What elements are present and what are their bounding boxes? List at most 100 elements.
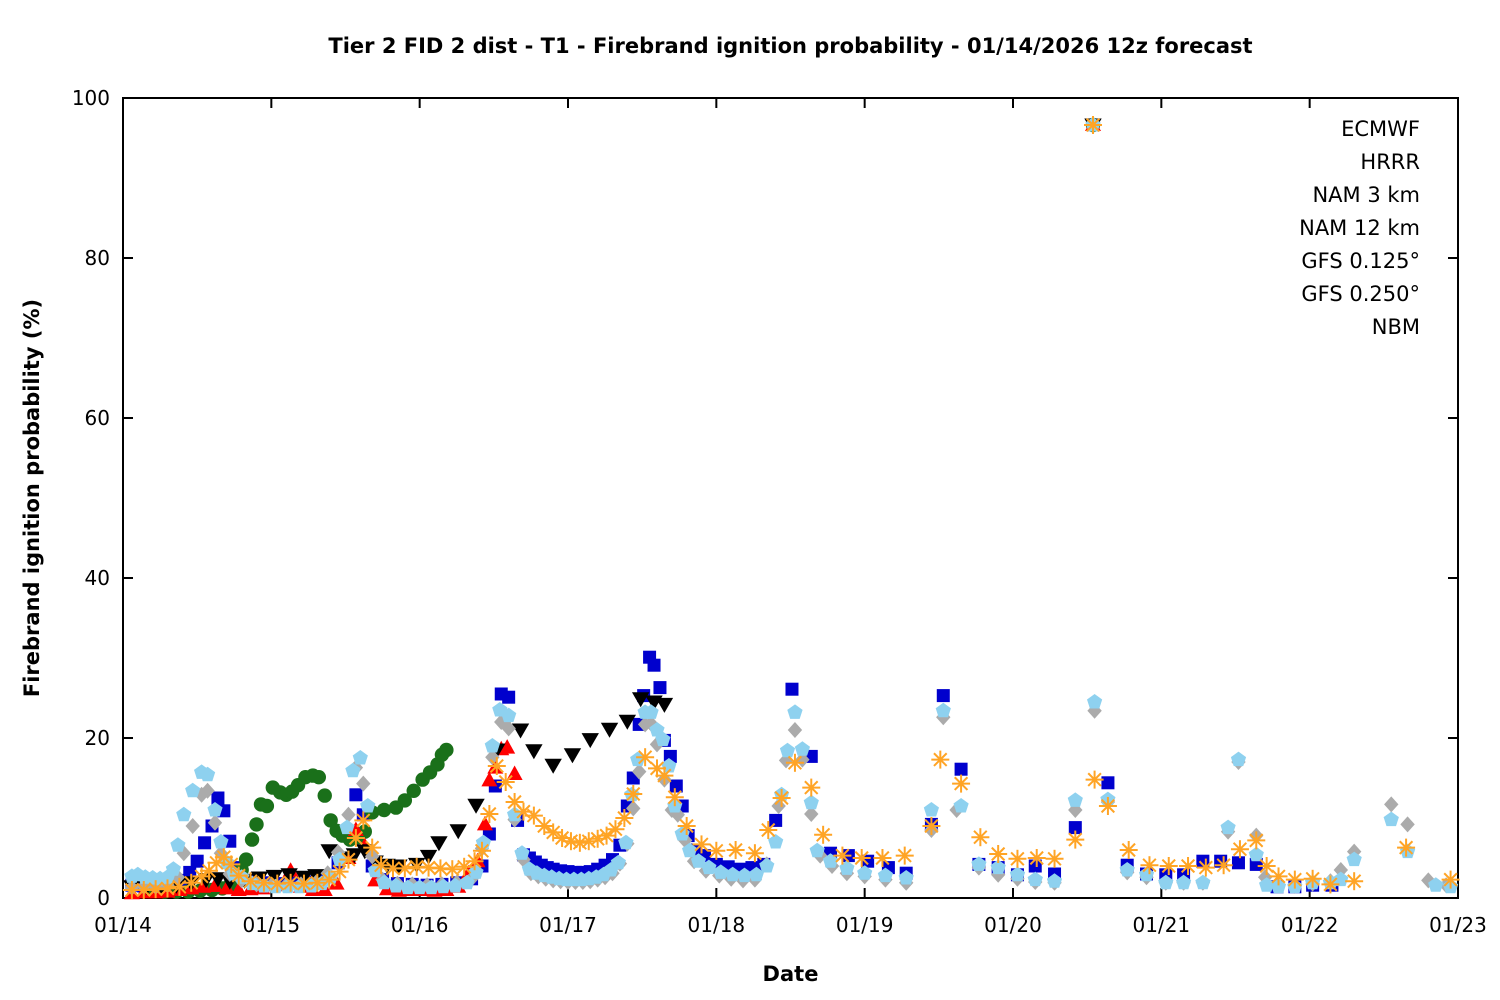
data-point — [778, 752, 794, 769]
data-point — [348, 830, 363, 846]
data-point — [1119, 862, 1135, 877]
data-point — [1009, 866, 1026, 882]
data-point — [476, 815, 493, 831]
y-tick-label: 100 — [72, 86, 110, 110]
data-point — [1010, 851, 1025, 866]
y-tick-label: 40 — [85, 566, 110, 590]
data-point — [747, 846, 762, 861]
data-point — [283, 875, 298, 890]
legend-label: GFS 0.250° — [1301, 281, 1420, 306]
data-point — [352, 750, 368, 765]
data-point — [1029, 850, 1044, 866]
data-point — [769, 813, 783, 827]
data-point — [694, 837, 709, 852]
data-point — [349, 788, 363, 802]
plot-border — [122, 97, 1459, 899]
data-point — [199, 766, 216, 782]
legend-label: HRRR — [1360, 149, 1420, 174]
data-point — [198, 836, 212, 850]
data-point — [1428, 877, 1444, 892]
data-point — [713, 864, 729, 879]
data-point — [356, 813, 371, 828]
data-point — [224, 857, 239, 872]
data-point — [194, 786, 209, 803]
data-point — [1158, 874, 1174, 890]
data-point — [1231, 856, 1245, 870]
data-point — [185, 818, 200, 834]
legend-label: ECMWF — [1341, 116, 1420, 141]
data-point — [875, 850, 890, 866]
y-axis-label: Firebrand ignition probability (%) — [20, 298, 44, 698]
data-point — [1087, 772, 1102, 787]
data-point — [1287, 872, 1302, 887]
data-point — [936, 689, 950, 703]
data-point — [1259, 877, 1275, 892]
data-point — [244, 832, 260, 847]
data-point — [1248, 846, 1264, 862]
legend-entry-hrrr: HRRR — [1060, 117, 1420, 178]
data-point — [412, 879, 428, 895]
data-point — [1346, 851, 1362, 867]
data-point — [406, 783, 421, 798]
data-point — [1046, 873, 1063, 888]
data-point — [877, 867, 893, 883]
data-point — [643, 704, 659, 719]
data-point — [457, 859, 472, 874]
data-point — [526, 808, 541, 823]
data-point — [439, 742, 454, 758]
x-tick-label: 01/16 — [391, 913, 449, 937]
legend-entry-nbm: NBM — [1060, 116, 1420, 343]
data-point — [525, 744, 543, 760]
data-point — [511, 723, 530, 739]
data-point — [787, 704, 803, 719]
data-point — [971, 856, 987, 871]
data-point — [356, 775, 371, 792]
data-point — [649, 722, 665, 737]
data-point — [804, 806, 819, 822]
data-point — [748, 866, 764, 882]
data-point — [822, 853, 839, 868]
data-point — [809, 842, 825, 858]
y-tick-label: 60 — [85, 406, 110, 430]
data-point — [1249, 833, 1264, 848]
data-point — [332, 864, 347, 879]
data-point — [670, 806, 685, 823]
data-point — [725, 866, 741, 882]
data-point — [736, 867, 753, 883]
data-point — [502, 690, 516, 704]
data-point — [669, 779, 683, 793]
data-point — [270, 876, 285, 891]
data-point — [447, 878, 463, 893]
data-point — [489, 758, 504, 774]
data-point — [385, 861, 401, 876]
data-point — [249, 817, 264, 832]
data-point — [136, 882, 151, 898]
data-point — [339, 819, 355, 835]
data-point — [572, 835, 587, 850]
data-point — [1161, 858, 1176, 874]
data-point — [1195, 874, 1211, 890]
data-point — [265, 869, 283, 885]
x-tick-label: 01/22 — [1281, 913, 1339, 937]
data-point — [759, 858, 775, 873]
data-point — [1270, 878, 1287, 894]
data-point — [388, 878, 404, 893]
data-point — [409, 859, 424, 874]
data-point — [787, 722, 803, 738]
data-point — [617, 810, 632, 826]
data-point — [280, 868, 298, 884]
data-point — [328, 875, 345, 890]
data-point — [400, 879, 416, 895]
data-point — [1176, 874, 1192, 890]
data-point — [259, 798, 275, 814]
x-tick-label: 01/15 — [243, 913, 301, 937]
x-axis-label: Date — [762, 962, 819, 986]
data-point — [857, 865, 873, 880]
data-point — [897, 848, 912, 863]
data-point — [317, 788, 332, 803]
data-point — [599, 828, 614, 843]
data-point — [238, 852, 254, 867]
data-point — [341, 852, 356, 867]
data-point — [310, 875, 325, 890]
